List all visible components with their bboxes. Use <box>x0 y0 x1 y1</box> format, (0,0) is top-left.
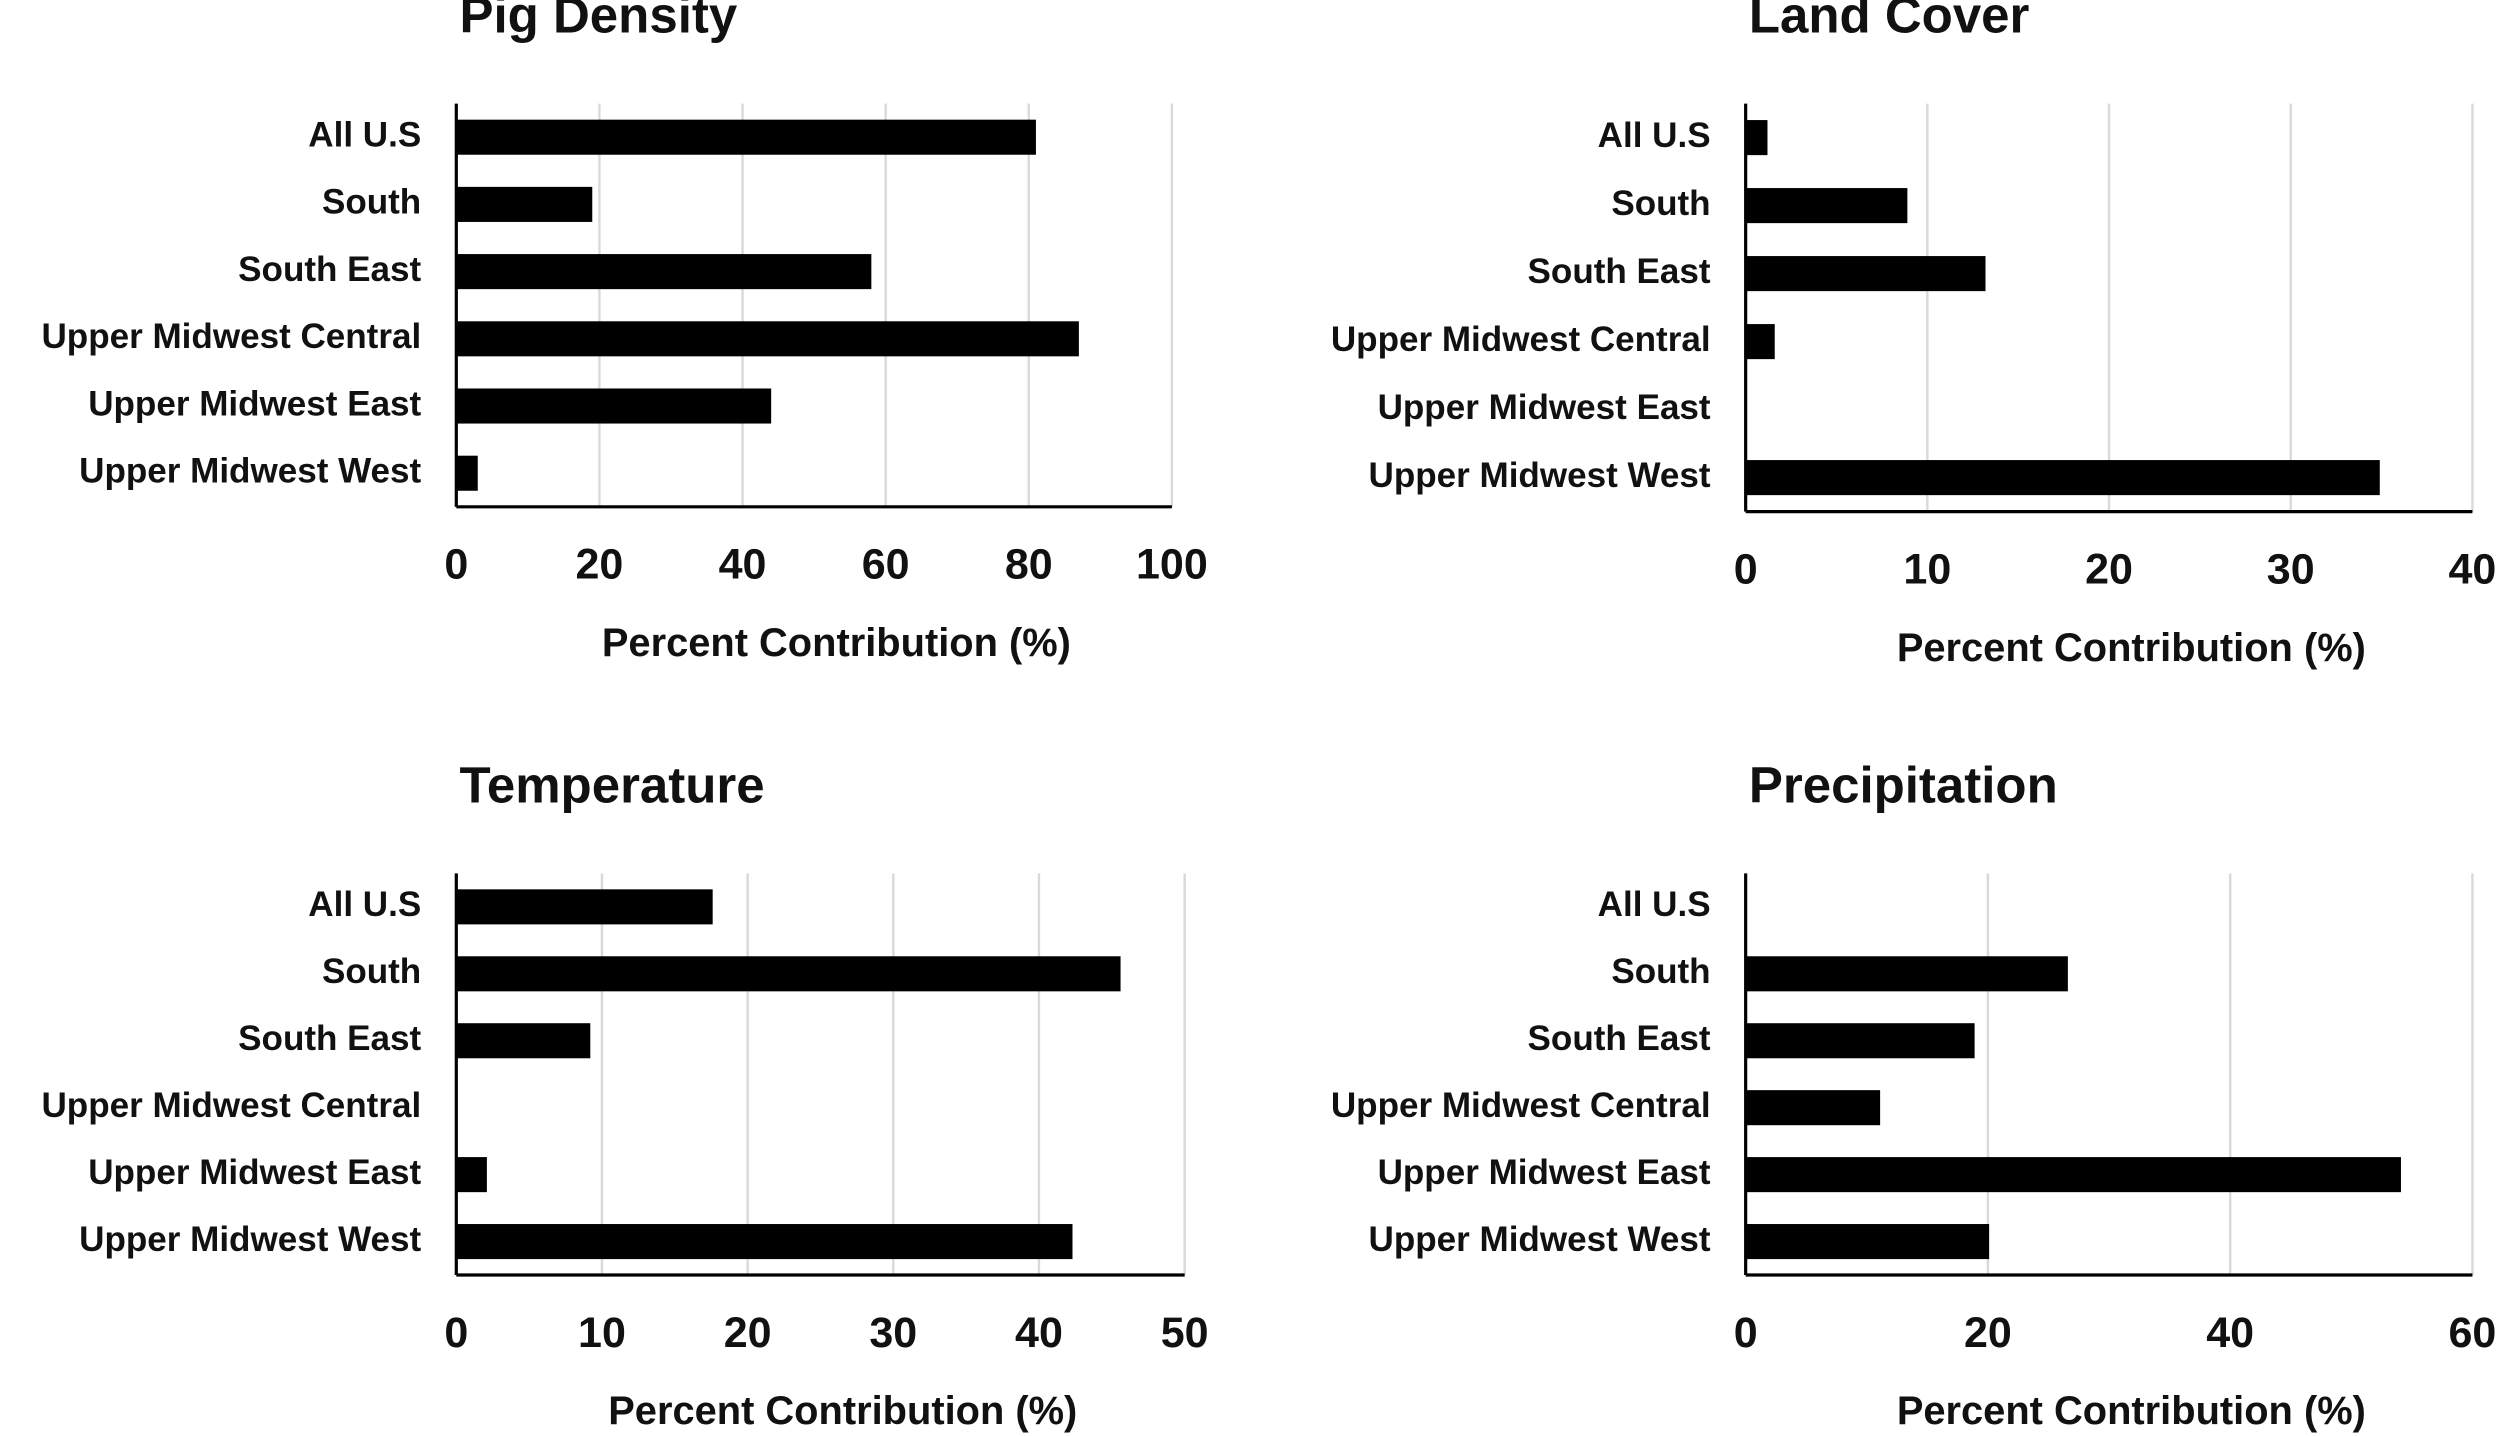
x-axis-label: Percent Contribution (%) <box>1897 1389 2366 1433</box>
x-tick-label: 20 <box>575 541 623 589</box>
bar <box>1745 956 2068 992</box>
bar <box>1745 1224 1990 1260</box>
y-tick-label: All U.S <box>1598 116 1711 155</box>
y-tick-label: South East <box>1528 1019 1711 1058</box>
x-tick-label: 0 <box>444 1309 468 1357</box>
y-tick-label: Upper Midwest West <box>1369 1220 1711 1259</box>
bar <box>1745 188 1908 224</box>
y-tick-label: Upper Midwest Central <box>1331 320 1711 359</box>
bar <box>456 254 872 290</box>
x-tick-label: 20 <box>724 1309 772 1357</box>
x-tick-label: 50 <box>1161 1309 1209 1357</box>
y-tick-label: South East <box>1528 252 1711 291</box>
chart-title: Pig Density <box>459 0 737 44</box>
y-tick-label: South <box>1611 952 1710 991</box>
chart-title: Temperature <box>459 756 764 813</box>
x-tick-label: 30 <box>2267 546 2315 594</box>
y-tick-label: All U.S <box>308 115 421 154</box>
y-tick-label: Upper Midwest West <box>79 451 421 490</box>
bar <box>456 956 1121 992</box>
x-tick-label: 80 <box>1005 541 1053 589</box>
x-tick-label: 0 <box>1734 546 1758 594</box>
x-tick-label: 20 <box>2085 546 2133 594</box>
bar <box>456 1224 1073 1260</box>
bar <box>1745 1157 2401 1193</box>
y-tick-label: Upper Midwest Central <box>41 317 421 356</box>
bar <box>1745 120 1768 156</box>
bar <box>1745 256 1986 292</box>
y-tick-label: Upper Midwest Central <box>1331 1086 1711 1125</box>
bar <box>1745 324 1775 360</box>
x-tick-label: 0 <box>1734 1309 1758 1357</box>
chart-title: Precipitation <box>1749 756 2058 813</box>
y-tick-label: South East <box>238 1019 421 1058</box>
bar <box>456 119 1036 155</box>
y-tick-label: South East <box>238 250 421 289</box>
bar <box>1745 1090 1881 1126</box>
y-tick-label: Upper Midwest Central <box>41 1086 421 1125</box>
chart-title: Land Cover <box>1749 0 2030 44</box>
bar <box>456 1023 591 1059</box>
y-tick-label: Upper Midwest East <box>88 384 421 423</box>
x-tick-label: 10 <box>578 1309 626 1357</box>
x-tick-label: 20 <box>1964 1309 2012 1357</box>
x-tick-label: 40 <box>2449 546 2497 594</box>
y-tick-label: Upper Midwest East <box>1378 1153 1711 1192</box>
x-tick-label: 30 <box>869 1309 917 1357</box>
y-tick-label: Upper Midwest West <box>1369 456 1711 495</box>
bar <box>456 1157 487 1193</box>
y-tick-label: South <box>322 952 421 991</box>
x-axis-label: Percent Contribution (%) <box>1897 626 2366 670</box>
x-axis-label: Percent Contribution (%) <box>602 621 1071 665</box>
x-tick-label: 40 <box>719 541 767 589</box>
bar <box>456 388 772 424</box>
y-tick-label: Upper Midwest East <box>1378 388 1711 427</box>
y-tick-label: South <box>322 183 421 222</box>
y-tick-label: All U.S <box>1598 885 1711 924</box>
y-tick-label: South <box>1611 184 1710 223</box>
x-tick-label: 0 <box>444 541 468 589</box>
bar <box>456 889 713 925</box>
bar <box>456 186 593 222</box>
x-tick-label: 100 <box>1136 541 1208 589</box>
x-tick-label: 40 <box>2206 1309 2254 1357</box>
bar <box>1745 1023 1975 1059</box>
y-tick-label: Upper Midwest East <box>88 1153 421 1192</box>
y-tick-label: All U.S <box>308 885 421 924</box>
x-tick-label: 10 <box>1903 546 1951 594</box>
y-tick-label: Upper Midwest West <box>79 1220 421 1259</box>
bar <box>456 321 1079 357</box>
bar <box>456 455 478 491</box>
bar <box>1745 460 2380 496</box>
x-tick-label: 40 <box>1015 1309 1063 1357</box>
x-tick-label: 60 <box>862 541 910 589</box>
x-tick-label: 60 <box>2449 1309 2497 1357</box>
x-axis-label: Percent Contribution (%) <box>608 1389 1077 1433</box>
